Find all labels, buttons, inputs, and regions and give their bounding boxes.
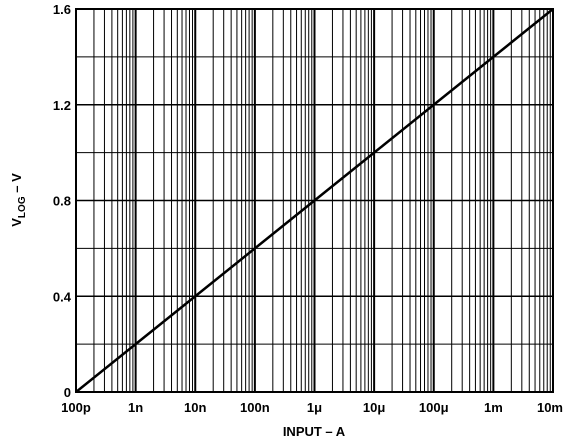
y-axis-label-main: V	[9, 218, 24, 227]
y-axis-label-sub: LOG	[17, 196, 28, 218]
x-tick-label: 1m	[484, 400, 503, 415]
series-layer	[75, 8, 554, 393]
y-tick-label: 1.6	[53, 2, 71, 17]
y-tick-label: 0.8	[53, 194, 71, 209]
y-tick-label: 0	[64, 385, 71, 400]
x-tick-label: 100n	[240, 400, 270, 415]
y-axis-label-tail: – V	[9, 173, 24, 196]
x-tick-labels: 100p 1n 10n 100n 1μ 10μ 100μ 1m 10m	[61, 400, 563, 415]
y-tick-label: 1.2	[53, 98, 71, 113]
grid-lines	[75, 9, 554, 392]
x-tick-label: 100μ	[419, 400, 449, 415]
series-line	[75, 8, 554, 393]
y-tick-label: 0.4	[53, 289, 72, 304]
y-tick-labels: 0 0.4 0.8 1.2 1.6	[53, 2, 72, 400]
x-tick-label: 10n	[184, 400, 206, 415]
x-tick-label: 100p	[61, 400, 91, 415]
y-axis-label: VLOG – V	[9, 173, 28, 227]
x-tick-label: 1n	[128, 400, 143, 415]
x-tick-label: 10m	[537, 400, 563, 415]
x-axis-label: INPUT – A	[283, 424, 346, 439]
x-tick-label: 1μ	[307, 400, 322, 415]
x-tick-label: 10μ	[363, 400, 385, 415]
